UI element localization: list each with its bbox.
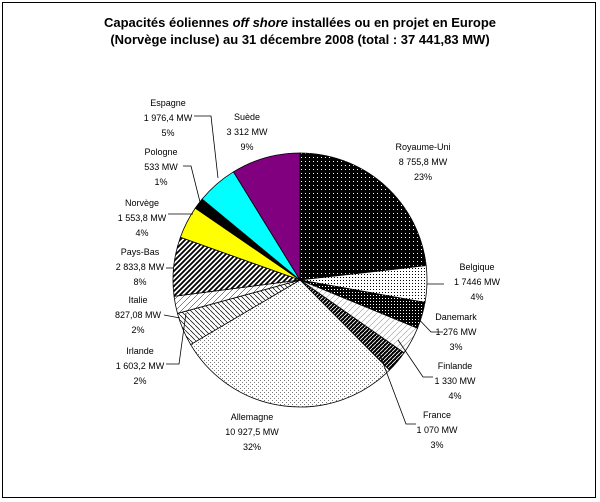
title-part-2: off shore <box>232 15 288 30</box>
slice-label-norv-ge-name: Norvège <box>125 198 159 208</box>
slice-label-belgique-percent: 4% <box>470 292 483 302</box>
slice-label-allemagne-percent: 32% <box>243 442 261 452</box>
chart-title-line1: Capacités éoliennes off shore installées… <box>0 14 600 31</box>
title-part-1: Capacités éoliennes <box>103 15 233 30</box>
leader-line-danemark <box>409 309 443 333</box>
slice-label-france-percent: 3% <box>430 440 443 450</box>
leader-line-france <box>379 354 416 425</box>
slice-label-allemagne-value: 10 927,5 MW <box>225 427 279 437</box>
slice-label-norv-ge-value: 1 553,8 MW <box>118 213 167 223</box>
slice-label-belgique-name: Belgique <box>459 262 494 272</box>
leader-line-espagne <box>194 115 219 179</box>
slice-label-finlande-name: Finlande <box>438 361 473 371</box>
slice-label-espagne-percent: 5% <box>161 128 174 138</box>
slice-labels: Royaume-Uni 8 755,8 MW 23% Belgique 1 7446 M… <box>115 98 501 452</box>
slice-label-royaume-uni-percent: 23% <box>414 172 432 182</box>
slice-label-danemark-name: Danemark <box>435 312 477 322</box>
slice-label-royaume-uni-name: Royaume-Uni <box>395 142 450 152</box>
slice-label-espagne-name: Espagne <box>150 98 186 108</box>
slice-label-pays-bas-percent: 8% <box>133 277 146 287</box>
slice-label-pays-bas-value: 2 833,8 MW <box>116 262 165 272</box>
pie-slices <box>172 152 428 408</box>
slice-label-su-de-percent: 9% <box>240 142 253 152</box>
slice-label-espagne-value: 1 976,4 MW <box>144 113 193 123</box>
slice-label-allemagne-name: Allemagne <box>231 412 274 422</box>
slice-label-su-de-value: 3 312 MW <box>226 127 268 137</box>
pie-slice-su-de <box>232 152 301 282</box>
leader-line-irlande <box>166 312 187 365</box>
slice-label-finlande-percent: 4% <box>448 391 461 401</box>
slice-label-norv-ge-percent: 4% <box>135 228 148 238</box>
slice-label-finlande-value: 1 330 MW <box>434 376 476 386</box>
leader-lines <box>163 115 444 425</box>
slice-label-irlande-value: 1 603,2 MW <box>116 361 165 371</box>
slice-label-irlande-percent: 2% <box>133 376 146 386</box>
chart-title-line2: (Norvège incluse) au 31 décembre 2008 (t… <box>110 32 490 47</box>
slice-label-france-name: France <box>423 410 451 420</box>
leader-line-pologne <box>183 165 201 203</box>
slice-label-italie-name: Italie <box>128 295 147 305</box>
leader-line-finlande <box>397 339 433 378</box>
slice-label-danemark-percent: 3% <box>449 342 462 352</box>
slice-label-royaume-uni-value: 8 755,8 MW <box>399 157 448 167</box>
slice-label-su-de-name: Suède <box>234 112 260 122</box>
slice-label-pologne-percent: 1% <box>154 177 167 187</box>
slice-label-pays-bas-name: Pays-Bas <box>121 247 160 257</box>
leader-line-italie <box>163 314 181 319</box>
slice-label-italie-value: 827,08 MW <box>115 310 162 320</box>
slice-label-danemark-value: 1 276 MW <box>435 327 477 337</box>
pie-slice-allemagne <box>190 279 391 408</box>
pie-slice-royaume-uni <box>299 152 427 281</box>
title-part-3: installées ou en projet en Europe <box>287 15 497 30</box>
slice-label-pologne-name: Pologne <box>144 147 177 157</box>
slice-label-irlande-name: Irlande <box>126 346 154 356</box>
chart-title: Capacités éoliennes off shore installées… <box>0 14 600 48</box>
slice-label-pologne-value: 533 MW <box>144 162 178 172</box>
slice-label-italie-percent: 2% <box>131 325 144 335</box>
slice-label-france-value: 1 070 MW <box>416 425 458 435</box>
slice-label-belgique-value: 1 7446 MW <box>454 277 501 287</box>
